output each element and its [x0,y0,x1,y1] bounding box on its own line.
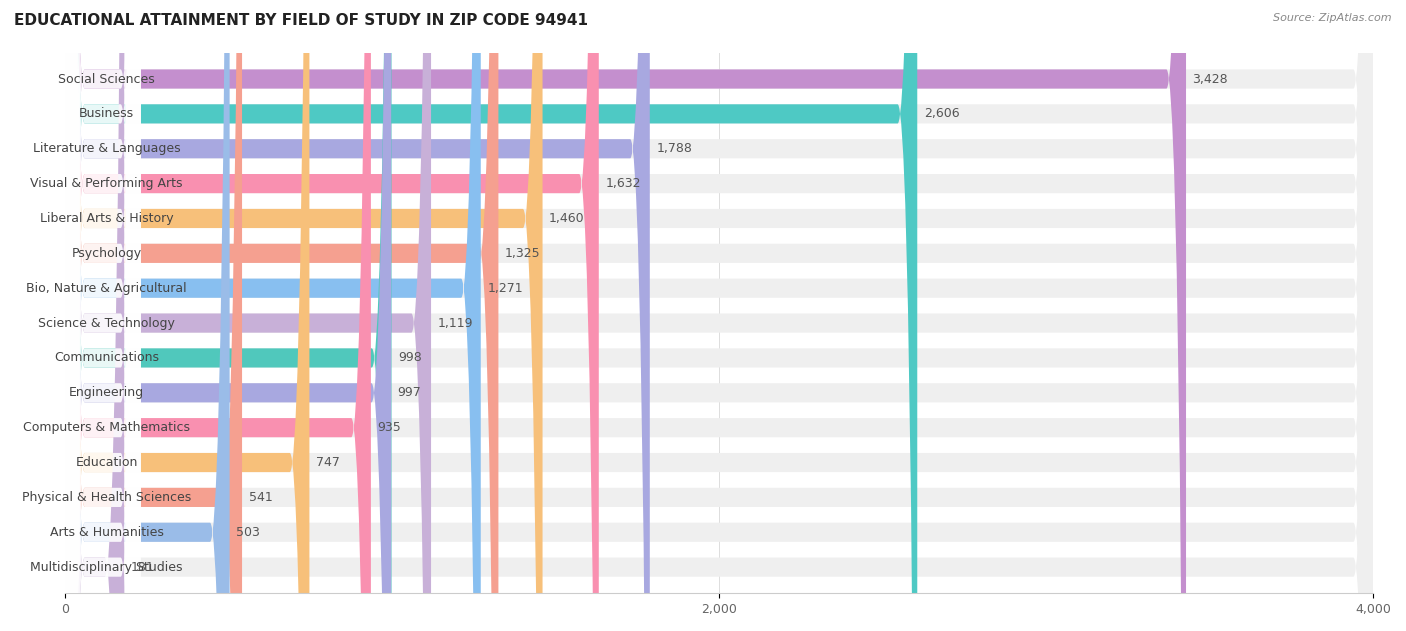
FancyBboxPatch shape [65,0,141,631]
FancyBboxPatch shape [65,0,1374,631]
Text: Bio, Nature & Agricultural: Bio, Nature & Agricultural [27,281,187,295]
FancyBboxPatch shape [65,0,141,631]
FancyBboxPatch shape [65,0,242,631]
Text: 935: 935 [377,421,401,434]
Text: 1,632: 1,632 [606,177,641,190]
FancyBboxPatch shape [65,0,650,631]
FancyBboxPatch shape [65,0,1374,631]
FancyBboxPatch shape [65,0,229,631]
FancyBboxPatch shape [65,0,141,631]
FancyBboxPatch shape [65,0,1374,631]
Text: Psychology: Psychology [72,247,142,260]
FancyBboxPatch shape [65,0,1374,631]
FancyBboxPatch shape [65,0,141,631]
FancyBboxPatch shape [65,0,1374,631]
FancyBboxPatch shape [65,0,917,631]
Text: 998: 998 [398,351,422,365]
FancyBboxPatch shape [65,0,141,631]
Text: Liberal Arts & History: Liberal Arts & History [39,212,173,225]
Text: 1,119: 1,119 [437,317,472,329]
FancyBboxPatch shape [65,0,432,631]
FancyBboxPatch shape [65,0,141,631]
Text: 1,325: 1,325 [505,247,540,260]
FancyBboxPatch shape [65,0,141,631]
FancyBboxPatch shape [65,0,141,631]
Text: Visual & Performing Arts: Visual & Performing Arts [31,177,183,190]
FancyBboxPatch shape [65,0,141,631]
FancyBboxPatch shape [65,0,1374,631]
FancyBboxPatch shape [65,0,1374,631]
Text: Business: Business [79,107,134,121]
Text: 541: 541 [249,491,273,504]
Text: Source: ZipAtlas.com: Source: ZipAtlas.com [1274,13,1392,23]
FancyBboxPatch shape [65,0,1374,631]
FancyBboxPatch shape [65,0,141,631]
Text: Social Sciences: Social Sciences [58,73,155,86]
Text: Physical & Health Sciences: Physical & Health Sciences [22,491,191,504]
FancyBboxPatch shape [65,0,141,631]
FancyBboxPatch shape [65,0,1374,631]
Text: 1,271: 1,271 [488,281,523,295]
FancyBboxPatch shape [65,0,1374,631]
FancyBboxPatch shape [65,0,141,631]
Text: Science & Technology: Science & Technology [38,317,174,329]
FancyBboxPatch shape [65,0,1374,631]
Text: Literature & Languages: Literature & Languages [32,142,180,155]
FancyBboxPatch shape [65,0,141,631]
FancyBboxPatch shape [65,0,1374,631]
FancyBboxPatch shape [65,0,498,631]
FancyBboxPatch shape [65,0,141,631]
Text: Computers & Mathematics: Computers & Mathematics [22,421,190,434]
FancyBboxPatch shape [65,0,371,631]
Text: 1,788: 1,788 [657,142,692,155]
FancyBboxPatch shape [65,0,1374,631]
FancyBboxPatch shape [65,0,1374,631]
Text: 1,460: 1,460 [550,212,585,225]
FancyBboxPatch shape [65,0,1374,631]
Text: Education: Education [76,456,138,469]
Text: Multidisciplinary Studies: Multidisciplinary Studies [31,560,183,574]
Text: 3,428: 3,428 [1192,73,1229,86]
FancyBboxPatch shape [65,0,391,631]
Text: Communications: Communications [53,351,159,365]
Text: EDUCATIONAL ATTAINMENT BY FIELD OF STUDY IN ZIP CODE 94941: EDUCATIONAL ATTAINMENT BY FIELD OF STUDY… [14,13,588,28]
FancyBboxPatch shape [65,0,391,631]
Text: Arts & Humanities: Arts & Humanities [49,526,163,539]
FancyBboxPatch shape [65,0,124,631]
Text: 503: 503 [236,526,260,539]
FancyBboxPatch shape [65,0,599,631]
Text: 747: 747 [316,456,340,469]
FancyBboxPatch shape [65,0,141,631]
FancyBboxPatch shape [65,0,1187,631]
FancyBboxPatch shape [65,0,481,631]
FancyBboxPatch shape [65,0,309,631]
Text: 2,606: 2,606 [924,107,959,121]
Text: 997: 997 [398,386,422,399]
Text: 181: 181 [131,560,155,574]
Text: Engineering: Engineering [69,386,143,399]
FancyBboxPatch shape [65,0,543,631]
